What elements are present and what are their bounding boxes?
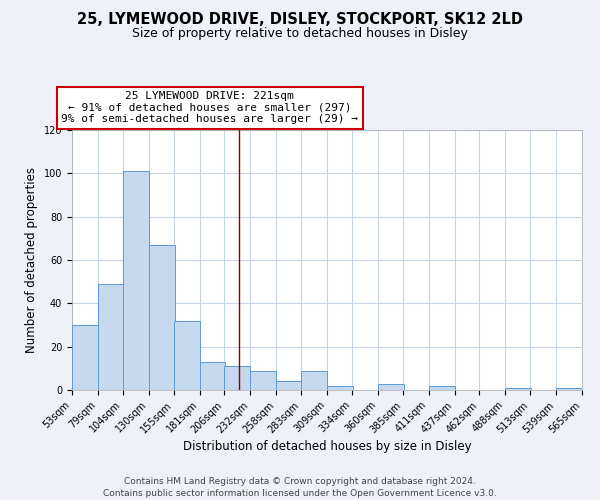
Bar bbox=[301, 370, 327, 390]
Bar bbox=[199, 362, 226, 390]
Bar bbox=[149, 245, 175, 390]
Text: 25, LYMEWOOD DRIVE, DISLEY, STOCKPORT, SK12 2LD: 25, LYMEWOOD DRIVE, DISLEY, STOCKPORT, S… bbox=[77, 12, 523, 28]
Bar bbox=[505, 388, 531, 390]
Bar bbox=[98, 284, 124, 390]
Bar bbox=[224, 366, 250, 390]
Bar bbox=[428, 386, 455, 390]
Y-axis label: Number of detached properties: Number of detached properties bbox=[25, 167, 38, 353]
Text: Size of property relative to detached houses in Disley: Size of property relative to detached ho… bbox=[132, 28, 468, 40]
Bar bbox=[556, 388, 582, 390]
Text: 25 LYMEWOOD DRIVE: 221sqm
← 91% of detached houses are smaller (297)
9% of semi-: 25 LYMEWOOD DRIVE: 221sqm ← 91% of detac… bbox=[61, 91, 358, 124]
Bar bbox=[123, 171, 149, 390]
Bar bbox=[276, 382, 302, 390]
Bar bbox=[250, 370, 276, 390]
Bar bbox=[72, 325, 98, 390]
Text: Contains HM Land Registry data © Crown copyright and database right 2024.: Contains HM Land Registry data © Crown c… bbox=[124, 478, 476, 486]
X-axis label: Distribution of detached houses by size in Disley: Distribution of detached houses by size … bbox=[182, 440, 472, 453]
Text: Contains public sector information licensed under the Open Government Licence v3: Contains public sector information licen… bbox=[103, 489, 497, 498]
Bar bbox=[378, 384, 404, 390]
Bar bbox=[327, 386, 353, 390]
Bar bbox=[173, 320, 199, 390]
